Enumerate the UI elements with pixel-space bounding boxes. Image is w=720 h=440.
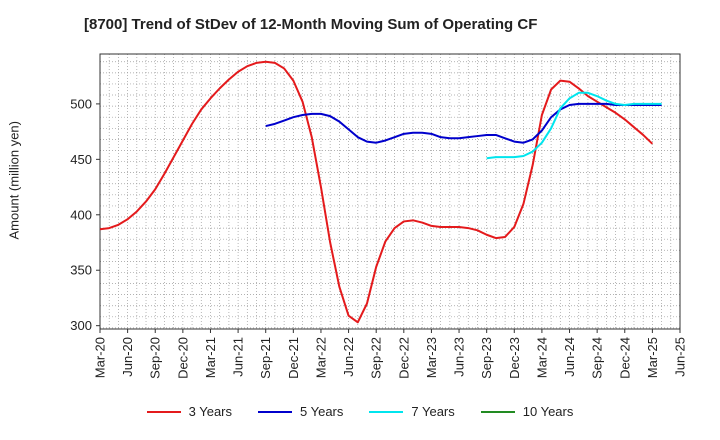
x-tick-label-Mar-22: Mar-22 [313,337,328,378]
x-tick-label-Mar-24: Mar-24 [534,337,549,378]
y-tick-label-300: 300 [70,318,92,333]
series-lines [99,60,662,324]
x-tick-label-Dec-20: Dec-20 [175,337,190,379]
x-tick-label-Jun-25: Jun-25 [673,337,688,377]
legend-item-10-years: 10 Years [480,404,574,419]
x-tick-label-Jun-24: Jun-24 [562,337,577,377]
x-tick-label-Sep-22: Sep-22 [369,337,384,379]
x-tick-label-Mar-25: Mar-25 [645,337,660,378]
x-tick-label-Dec-24: Dec-24 [617,337,632,379]
chart-title: [8700] Trend of StDev of 12-Month Moving… [84,16,538,33]
legend-label-7-years: 7 Years [411,404,455,419]
plot-area [99,53,681,330]
legend-label-5-years: 5 Years [300,404,344,419]
x-axis-ticks: Mar-20 Jun-20 Sep-20 Dec-20 Mar-21 Jun-21 Sep-… [93,329,688,379]
y-tick-label-450: 450 [70,152,92,167]
x-tick-label-Sep-23: Sep-23 [479,337,494,379]
series-line-3-years [99,60,654,324]
x-tick-label-Jun-20: Jun-20 [120,337,135,377]
series-line-5-years [265,102,662,144]
legend-swatch-10-years [480,410,515,413]
legend-label-10-years: 10 Years [522,404,574,419]
y-tick-label-500: 500 [70,96,92,111]
series-line-7-years [486,91,662,160]
x-tick-label-Sep-20: Sep-20 [148,337,163,379]
legend: 3 Years 5 Years 7 Years 10 Years [0,404,720,419]
x-tick-label-Jun-22: Jun-22 [341,337,356,377]
y-axis-ticks: 300 350 400 450 500 [70,96,100,333]
y-tick-label-400: 400 [70,207,92,222]
x-tick-label-Sep-21: Sep-21 [258,337,273,379]
x-tick-label-Sep-24: Sep-24 [590,337,605,379]
legend-swatch-7-years [369,410,404,413]
x-tick-label-Mar-23: Mar-23 [424,337,439,378]
legend-label-3-years: 3 Years [188,404,232,419]
legend-item-7-years: 7 Years [369,404,455,419]
grid-lines [100,54,680,329]
legend-swatch-5-years [258,410,292,413]
x-tick-label-Mar-20: Mar-20 [93,337,108,378]
x-tick-label-Dec-22: Dec-22 [396,337,411,379]
x-tick-label-Mar-21: Mar-21 [203,337,218,378]
x-tick-label-Jun-23: Jun-23 [452,337,467,377]
legend-item-3-years: 3 Years [146,404,232,419]
y-tick-label-350: 350 [70,263,92,278]
x-tick-label-Dec-23: Dec-23 [507,337,522,379]
x-tick-label-Dec-21: Dec-21 [286,337,301,379]
x-tick-label-Jun-21: Jun-21 [231,337,246,377]
legend-swatch-3-years [146,410,181,413]
legend-item-5-years: 5 Years [258,404,343,419]
